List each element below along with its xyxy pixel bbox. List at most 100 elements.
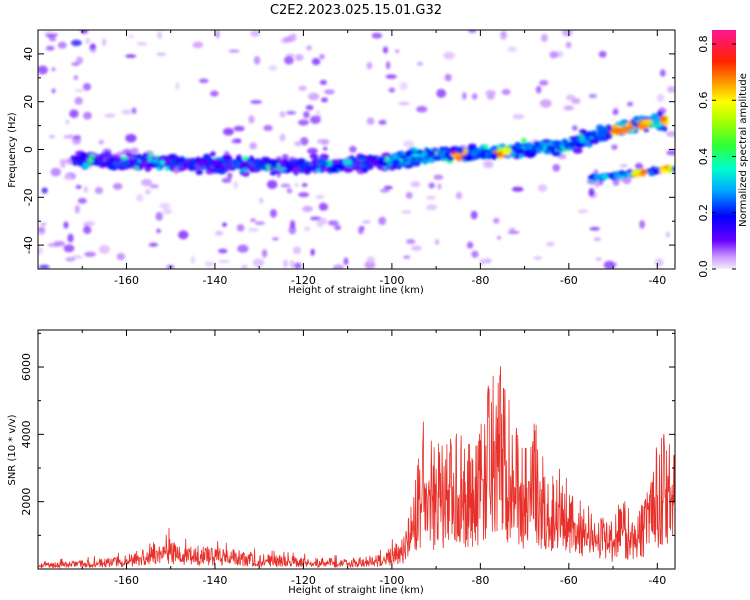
spectrogram-speckle — [76, 56, 84, 65]
spectrogram-speckle — [258, 197, 264, 204]
spectrogram-ridge-blob — [309, 153, 319, 160]
spectrogram-speckle — [90, 49, 97, 54]
spectrogram-ridge-blob — [621, 128, 629, 134]
spectrogram-secondary-blob — [655, 169, 661, 173]
spectrogram-speckle — [175, 82, 180, 91]
spectrogram-speckle — [289, 220, 296, 229]
snr-series-line — [38, 366, 675, 569]
y-tick-label: 20 — [22, 95, 35, 109]
spectrogram-speckle — [250, 30, 260, 37]
spectrogram-ridge-blob — [151, 158, 160, 164]
spectrogram-speckle — [247, 227, 260, 233]
spectrogram-speckle — [228, 49, 240, 53]
spectrogram-speckle — [406, 239, 416, 245]
spectrogram-ridge-blob — [72, 161, 79, 166]
spectrogram-speckle — [63, 221, 69, 229]
spectrogram-ridge-blob — [516, 147, 525, 155]
spectrogram-ridge-blob — [579, 135, 586, 143]
spectrogram-ridge-blob — [254, 161, 260, 169]
spectrogram-speckle — [471, 250, 479, 258]
spectrogram-speckle — [249, 142, 258, 150]
spectrogram-ridge-blob — [89, 154, 96, 158]
colorbar-tick-label: 0.8 — [697, 35, 710, 53]
x-tick-label: -100 — [379, 274, 404, 287]
spectrogram-speckle — [71, 255, 83, 259]
spectrogram-speckle — [537, 184, 548, 192]
spectrogram-ridge-blob — [95, 157, 104, 162]
spectrogram-speckle — [74, 204, 80, 214]
spectrogram-speckle — [303, 111, 310, 119]
x-tick-label: -120 — [291, 274, 316, 287]
spectrogram-speckle — [484, 258, 492, 264]
x-tick-label: -80 — [471, 274, 489, 287]
spectrogram-ridge-blob — [219, 164, 226, 171]
spectrogram-ridge-blob — [634, 119, 640, 123]
spectrogram-ridge-blob — [391, 163, 399, 170]
spectrogram-secondary-blob — [632, 170, 640, 176]
spectrogram-ridge-blob — [259, 165, 267, 171]
spectrogram-ridge-blob — [170, 159, 176, 166]
spectrogram-speckle — [102, 38, 107, 46]
spectrogram-ridge-blob — [154, 154, 159, 159]
spectrogram-speckle — [304, 226, 311, 232]
spectrogram-ridge-blob — [298, 163, 306, 170]
spectrogram-speckle — [305, 105, 314, 111]
spectrogram-speckle — [116, 151, 125, 157]
spectrogram-speckle — [51, 67, 56, 72]
spectrogram-ridge-blob — [142, 152, 149, 158]
x-tick-label: -60 — [560, 574, 578, 587]
spectrogram-ridge-blob — [331, 165, 337, 171]
spectrogram-speckle — [549, 50, 558, 59]
colorbar: 0.0 0.2 0.4 0.6 0.8 Normalized spectral ampl… — [697, 30, 749, 278]
spectrogram-ridge-blob — [257, 160, 265, 164]
spectrogram-speckle — [80, 30, 89, 34]
spectrogram-speckle — [433, 174, 444, 180]
spectrogram-ridge-blob — [460, 155, 470, 159]
spectrogram-secondary-blob — [594, 173, 602, 180]
spectrogram-speckle — [136, 193, 144, 202]
spectrogram-speckle — [565, 41, 572, 49]
spectrogram-speckle — [280, 183, 291, 188]
spectrogram-speckle — [308, 92, 320, 101]
spectrogram-ridge-blob — [342, 159, 353, 166]
spectrogram-ridge-blob — [638, 124, 648, 130]
spectrogram-speckle — [403, 255, 411, 259]
spectrogram-speckle — [320, 97, 328, 103]
spectrogram-speckle — [125, 54, 137, 58]
spectrogram-speckle — [334, 225, 342, 231]
spectrogram-ridge-blob — [424, 154, 432, 160]
spectrogram-speckle — [665, 231, 670, 238]
spectrogram-ridge-blob — [447, 155, 454, 162]
spectrogram-speckle — [130, 147, 139, 155]
spectrogram-ridge-blob — [323, 161, 329, 166]
spectrogram-speckle — [589, 226, 600, 231]
spectrogram-speckle — [378, 216, 387, 226]
spectrogram-ridge-blob — [377, 158, 382, 166]
spectrogram-secondary-blob — [659, 168, 669, 173]
spectrogram-speckle — [324, 89, 335, 95]
spectrogram-speckle — [98, 244, 110, 254]
spectrogram-ridge-blob — [514, 141, 522, 149]
spectrogram-ridge-blob — [456, 155, 463, 162]
spectrogram-speckle — [444, 73, 452, 82]
spectrogram-speckle — [85, 37, 91, 45]
spectrogram-speckle — [292, 246, 302, 255]
spectrogram-speckle — [571, 125, 578, 131]
spectrogram-speckle — [403, 140, 415, 148]
spectrogram-secondary-blob — [646, 170, 653, 174]
spectrogram-speckle — [501, 88, 511, 96]
spectrogram-speckle — [215, 30, 220, 39]
spectrogram-speckle — [385, 74, 397, 79]
spectrogram-speckle — [149, 184, 159, 189]
snr-y-ticks: 2000 4000 6000 — [20, 332, 675, 536]
spectrogram-speckle — [332, 264, 345, 269]
spectrogram-speckle — [426, 204, 438, 211]
spectrogram-speckle — [563, 105, 574, 111]
spectrogram-speckle — [294, 53, 304, 62]
spectrogram-speckle — [268, 65, 278, 71]
spectrogram-speckle — [98, 139, 104, 145]
x-tick-label: -60 — [560, 274, 578, 287]
spectrogram-speckle — [349, 145, 357, 153]
spectrogram-speckle — [500, 31, 507, 40]
spectrogram-ridge-blob — [303, 166, 313, 171]
